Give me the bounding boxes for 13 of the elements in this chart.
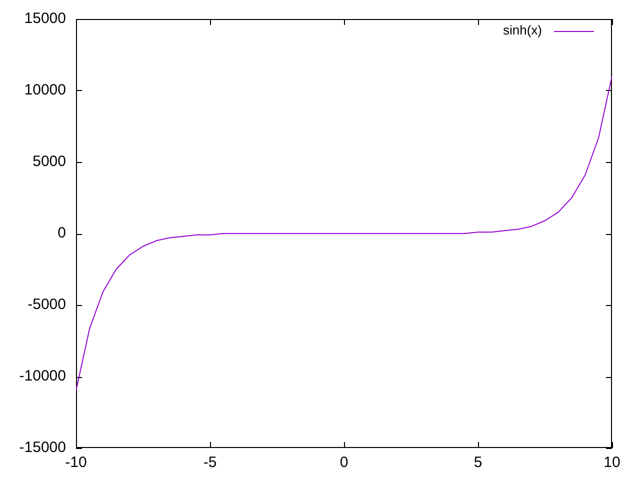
x-tick-label: 0 (340, 454, 348, 472)
y-tick-label: -15000 (19, 439, 66, 456)
y-tick-label: -10000 (19, 368, 66, 385)
y-tick-label: -5000 (28, 296, 66, 314)
x-tick-label: -10 (65, 454, 87, 472)
y-tick-label: 15000 (24, 10, 66, 28)
text: sinh(x) (502, 22, 542, 38)
x-tick-label: 10 (604, 454, 620, 472)
y-tick-label: 10000 (24, 82, 66, 99)
x-tick-label: -5 (203, 454, 217, 472)
x-tick-label: 5 (474, 454, 482, 472)
y-tick-label: 0 (58, 224, 66, 242)
y-tick-label: 5000 (32, 153, 66, 170)
